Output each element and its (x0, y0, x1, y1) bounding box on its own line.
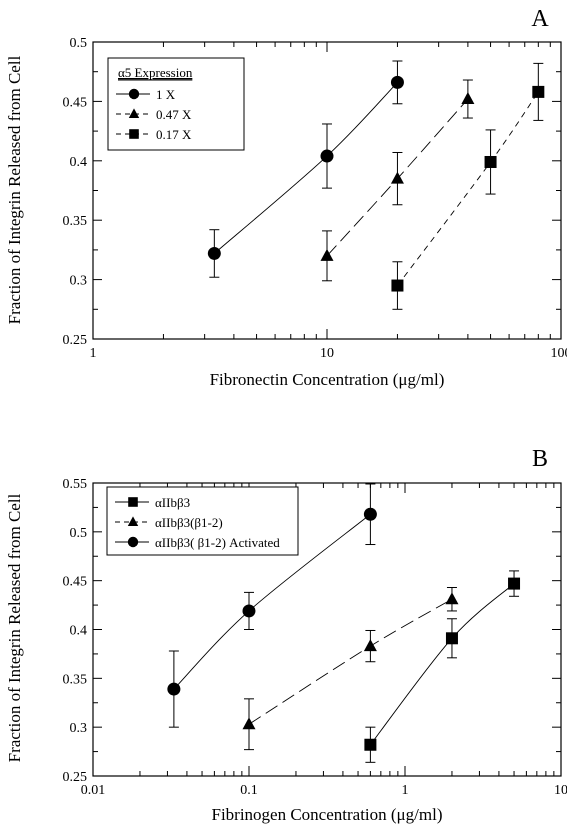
data-point (167, 682, 181, 696)
legend-marker (127, 536, 139, 548)
x-tick-label: 100 (551, 346, 567, 361)
y-tick-label: 0.4 (70, 624, 88, 639)
y-tick-label: 0.25 (63, 770, 88, 785)
legend: α5 Expression 1 X 0.47 X 0.17 X (107, 57, 245, 151)
y-tick-label: 0.5 (70, 36, 88, 51)
legend-marker (129, 129, 139, 139)
data-point (364, 738, 377, 751)
data-point (390, 75, 404, 89)
series-2 (320, 79, 475, 282)
series-1 (364, 570, 521, 763)
y-axis-title: Fraction of Integrin Released from Cell (5, 55, 24, 324)
legend-label: 1 X (156, 87, 176, 102)
y-tick-label: 0.3 (70, 274, 88, 289)
series-1 (207, 60, 404, 278)
data-point (445, 592, 459, 605)
legend-title: α5 Expression (118, 65, 193, 80)
series-line (248, 598, 453, 725)
y-axis-title: Fraction of Integrin Released from Cell (5, 493, 24, 762)
x-tick-label: 0.01 (81, 783, 106, 798)
x-axis-title: Fibronectin Concentration (μg/ml) (210, 370, 445, 389)
y-tick-label: 0.55 (63, 477, 88, 492)
series-line (370, 583, 515, 746)
y-tick-label: 0.5 (70, 526, 88, 541)
y-tick-label: 0.4 (70, 155, 88, 170)
series-3 (167, 483, 377, 728)
data-point (508, 577, 521, 590)
data-point (390, 171, 404, 184)
legend-marker (127, 516, 139, 526)
series-line (397, 91, 539, 286)
legend-label: αIIbβ3(β1-2) (155, 515, 223, 530)
y-tick-label: 0.45 (63, 95, 88, 110)
data-point (391, 279, 404, 292)
data-point (363, 507, 377, 521)
legend-label: 0.17 X (156, 127, 192, 142)
data-point (242, 717, 256, 730)
data-point (320, 248, 334, 261)
data-point (363, 639, 377, 652)
x-axis-title: Fibrinogen Concentration (μg/ml) (211, 805, 442, 824)
data-point (445, 632, 458, 645)
chart-panel-1: A 0.25 0.3 0.35 0.4 0.45 0.5 1 10 100 Fibronectin … (5, 6, 567, 389)
y-tick-label: 0.35 (63, 214, 88, 229)
series-2 (242, 587, 459, 751)
legend-marker (128, 497, 138, 507)
legend-label: αIIbβ3( β1-2) Activated (155, 535, 280, 550)
y-tick-label: 0.35 (63, 672, 88, 687)
x-tick-label: 1 (90, 346, 97, 361)
legend-label: αIIbβ3 (155, 495, 190, 510)
x-tick-label: 1 (402, 783, 409, 798)
data-point (207, 246, 221, 260)
x-tick-label: 10 (320, 346, 334, 361)
legend-marker (128, 108, 140, 118)
data-point (242, 604, 256, 618)
legend: αIIbβ3 αIIbβ3(β1-2) αIIbβ3( β1-2) Activate… (106, 486, 299, 556)
data-point (484, 155, 497, 168)
panel-label: A (531, 6, 549, 32)
y-tick-label: 0.25 (63, 333, 88, 348)
data-point (461, 92, 475, 105)
panel-label: B (532, 446, 548, 472)
legend-marker (128, 88, 140, 100)
x-tick-label: 10 (554, 783, 567, 798)
series-3 (391, 62, 545, 310)
y-tick-label: 0.3 (70, 721, 88, 736)
x-tick-label: 0.1 (240, 783, 258, 798)
data-point (320, 149, 334, 163)
y-tick-label: 0.45 (63, 575, 88, 590)
legend-label: 0.47 X (156, 107, 192, 122)
chart-panel-2: B 0.25 0.3 0.35 0.4 0.45 0.5 0.55 0.01 0.1 1 10 Fibr… (5, 446, 567, 824)
data-point (532, 85, 545, 98)
legend-box (106, 486, 299, 556)
